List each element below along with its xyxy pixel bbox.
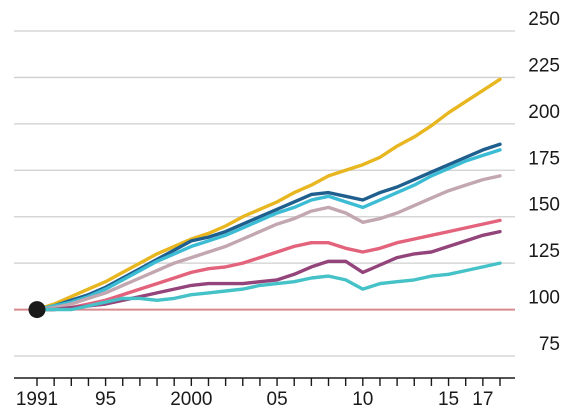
series-line-1 — [35, 77, 502, 312]
y-tick-label: 225 — [528, 55, 560, 76]
y-tick-label: 75 — [539, 334, 560, 355]
y-tick-label: 250 — [528, 9, 560, 30]
y-axis-labels: 250 225 200 175 150 125 100 75 — [528, 9, 560, 355]
start-marker — [28, 301, 46, 319]
series-line-3 — [35, 148, 502, 312]
series-line-4 — [35, 174, 502, 312]
x-tick-label: 10 — [352, 389, 373, 410]
x-tick-label: 05 — [267, 389, 288, 410]
y-tick-label: 200 — [528, 102, 560, 123]
y-tick-label: 150 — [528, 195, 560, 216]
series-lines — [35, 77, 502, 312]
series-line-7 — [35, 261, 502, 312]
x-tick-label: 17 — [472, 389, 493, 410]
start-point-marker — [28, 301, 46, 319]
x-tick-label: 1991 — [16, 389, 58, 410]
y-tick-label: 100 — [528, 288, 560, 309]
x-tick-label: 15 — [438, 389, 459, 410]
x-tick-label: 95 — [95, 389, 116, 410]
x-tick-label: 2000 — [170, 389, 212, 410]
y-tick-label: 175 — [528, 148, 560, 169]
x-axis: 1991 95 2000 05 10 15 17 — [14, 377, 515, 410]
series-line-5 — [35, 218, 502, 312]
y-tick-label: 125 — [528, 241, 560, 262]
series-line-6 — [35, 229, 502, 312]
